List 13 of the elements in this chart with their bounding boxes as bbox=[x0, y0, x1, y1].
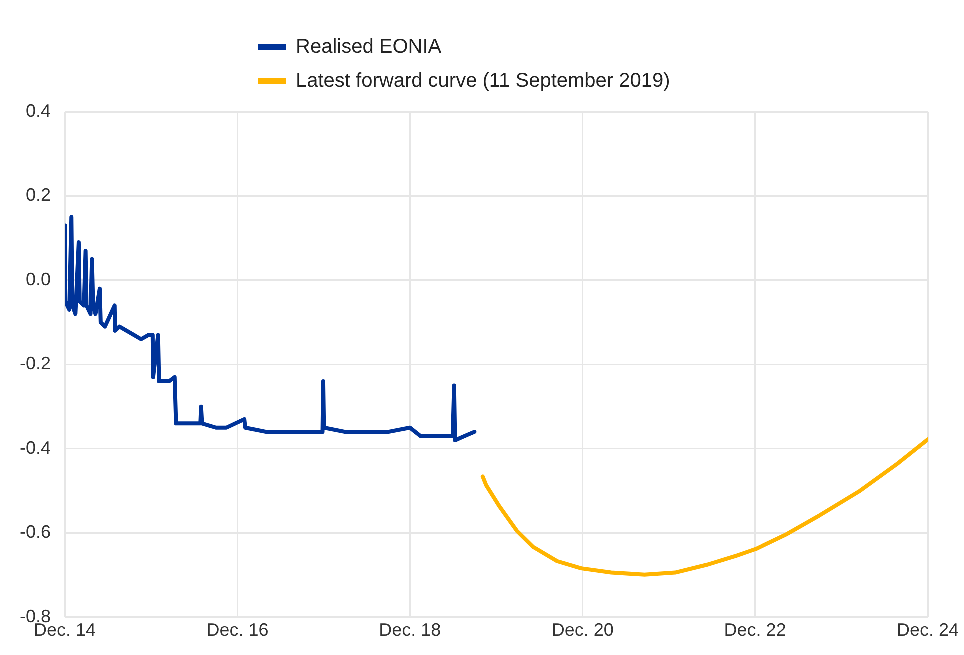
x-tick-label: Dec. 16 bbox=[206, 620, 269, 640]
x-tick-label: Dec. 20 bbox=[552, 620, 614, 640]
y-tick-label: -0.6 bbox=[20, 522, 52, 542]
legend-label: Latest forward curve (11 September 2019) bbox=[296, 70, 670, 92]
x-tick-label: Dec. 22 bbox=[724, 620, 786, 640]
y-tick-label: 0.4 bbox=[26, 100, 52, 121]
legend-label: Realised EONIA bbox=[296, 36, 442, 58]
x-tick-label: Dec. 24 bbox=[896, 620, 960, 640]
y-tick-label: 0.2 bbox=[26, 185, 52, 206]
y-tick-label: -0.4 bbox=[20, 438, 52, 458]
y-tick-label: 0.0 bbox=[26, 269, 52, 290]
x-tick-label: Dec. 18 bbox=[379, 620, 442, 640]
y-tick-label: -0.2 bbox=[20, 354, 52, 374]
